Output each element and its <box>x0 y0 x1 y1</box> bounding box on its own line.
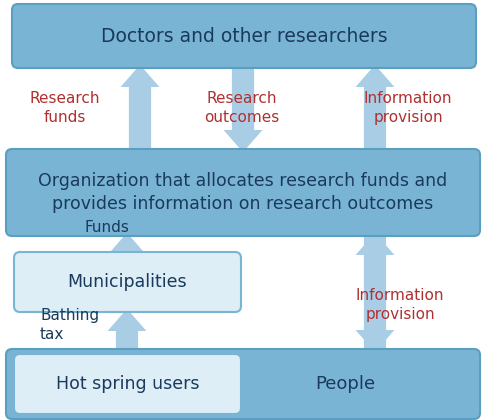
Text: Hot spring users: Hot spring users <box>56 375 199 393</box>
Text: Bathing
tax: Bathing tax <box>40 307 99 342</box>
Text: Municipalities: Municipalities <box>68 273 187 291</box>
Text: Information
provision: Information provision <box>364 91 452 126</box>
Text: Research
outcomes: Research outcomes <box>204 91 280 126</box>
FancyBboxPatch shape <box>6 149 480 236</box>
Text: Research
funds: Research funds <box>30 91 100 126</box>
Text: People: People <box>315 375 375 393</box>
Text: Organization that allocates research funds and
provides information on research : Organization that allocates research fun… <box>39 172 447 213</box>
FancyBboxPatch shape <box>12 4 476 68</box>
FancyBboxPatch shape <box>14 252 241 312</box>
Text: Doctors and other researchers: Doctors and other researchers <box>101 26 387 45</box>
Text: Funds: Funds <box>85 220 130 236</box>
FancyBboxPatch shape <box>6 349 480 419</box>
Text: Information
provision: Information provision <box>356 288 444 323</box>
FancyBboxPatch shape <box>14 354 241 414</box>
